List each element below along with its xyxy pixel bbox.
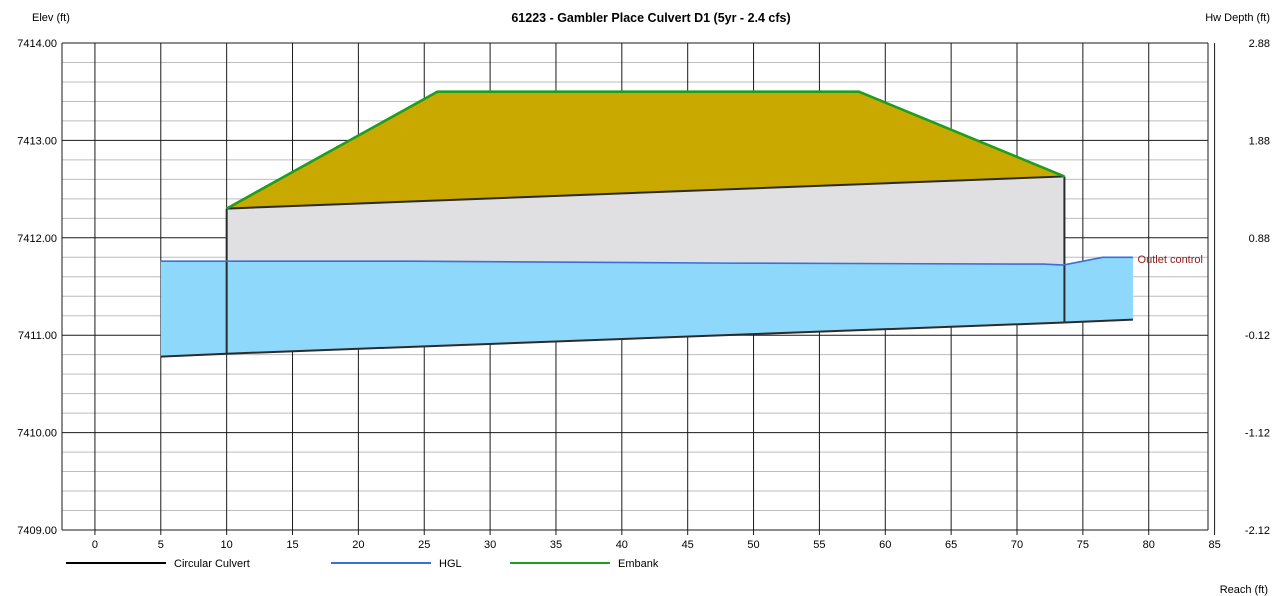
x-tick-label: 60 bbox=[879, 539, 891, 551]
x-tick-label: 50 bbox=[747, 539, 759, 551]
culvert-invert-line bbox=[226, 321, 1065, 355]
x-tick-label: 75 bbox=[1077, 539, 1089, 551]
y-tick-label-right: -0.12 bbox=[1245, 330, 1270, 342]
y-axis-label-right: Hw Depth (ft) bbox=[1205, 12, 1270, 24]
x-axis-label: Reach (ft) bbox=[1220, 584, 1268, 596]
legend-label: Embank bbox=[618, 558, 659, 570]
y-tick-label-right: -2.12 bbox=[1245, 525, 1270, 537]
y-tick-label-right: 1.88 bbox=[1249, 135, 1270, 147]
x-tick-label: 70 bbox=[1011, 539, 1023, 551]
x-tick-label: 80 bbox=[1143, 539, 1155, 551]
x-tick-label: 10 bbox=[221, 539, 233, 551]
legend-label: HGL bbox=[439, 558, 462, 570]
y-tick-label-right: 2.88 bbox=[1249, 38, 1270, 50]
chart-title: 61223 - Gambler Place Culvert D1 (5yr - … bbox=[511, 11, 790, 25]
upstream-channel-bed bbox=[160, 352, 227, 358]
water-area bbox=[160, 257, 1133, 357]
x-tick-label: 0 bbox=[92, 539, 98, 551]
y-tick-label-left: 7410.00 bbox=[17, 428, 57, 440]
y-tick-label-left: 7413.00 bbox=[17, 135, 57, 147]
x-tick-label: 40 bbox=[616, 539, 628, 551]
embank-line bbox=[226, 90, 1065, 210]
legend-label: Circular Culvert bbox=[174, 558, 250, 570]
hgl-line bbox=[160, 256, 1133, 266]
x-tick-label: 55 bbox=[813, 539, 825, 551]
x-tick-label: 15 bbox=[286, 539, 298, 551]
x-tick-label: 85 bbox=[1208, 539, 1220, 551]
x-tick-label: 5 bbox=[158, 539, 164, 551]
y-tick-label-right: 0.88 bbox=[1249, 233, 1270, 245]
downstream-channel-bed bbox=[1064, 318, 1133, 324]
culvert-crown-line bbox=[226, 175, 1065, 210]
annotations: Outlet control bbox=[1138, 254, 1203, 266]
y-axis-label-left: Elev (ft) bbox=[32, 12, 70, 24]
plot-lines bbox=[160, 90, 1133, 358]
culvert-barrel-fill bbox=[226, 176, 1065, 266]
y-tick-label-right: -1.12 bbox=[1245, 428, 1270, 440]
x-tick-label: 25 bbox=[418, 539, 430, 551]
annotation-label: Outlet control bbox=[1138, 254, 1203, 266]
y-tick-label-left: 7412.00 bbox=[17, 233, 57, 245]
y-tick-label-left: 7409.00 bbox=[17, 525, 57, 537]
tick-labels: 0 5 10 15 20 25 30 35 40 45 50 55 60 65 70 75 80 85 7409.0… bbox=[17, 38, 1270, 551]
x-tick-label: 35 bbox=[550, 539, 562, 551]
plot-areas bbox=[160, 91, 1133, 357]
embankment-fill bbox=[226, 91, 1065, 209]
x-tick-label: 30 bbox=[484, 539, 496, 551]
y-tick-label-left: 7411.00 bbox=[18, 330, 57, 342]
x-tick-label: 45 bbox=[682, 539, 694, 551]
x-tick-label: 20 bbox=[352, 539, 364, 551]
x-tick-label: 65 bbox=[945, 539, 957, 551]
y-tick-label-left: 7414.00 bbox=[17, 38, 57, 50]
legend: Circular Culvert HGL Embank bbox=[66, 558, 659, 570]
